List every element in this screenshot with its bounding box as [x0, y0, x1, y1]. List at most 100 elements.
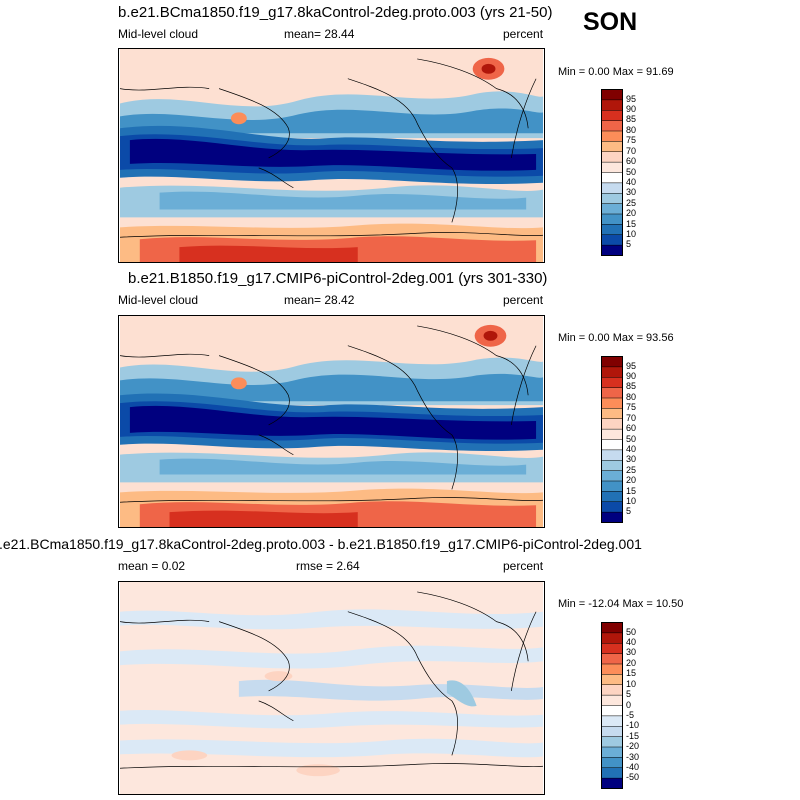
cb2-label: 95	[626, 361, 637, 371]
panel-2-map	[118, 315, 545, 528]
colorbar-swatch	[601, 460, 623, 472]
colorbar-swatch	[601, 387, 623, 399]
cb2-label: 70	[626, 413, 637, 423]
cb3-label: 10	[626, 679, 637, 689]
colorbar-swatch	[601, 705, 623, 717]
colorbar-swatch	[601, 653, 623, 665]
panel-1-mean-label: mean= 28.44	[284, 27, 355, 41]
colorbar-swatch	[601, 213, 623, 225]
colorbar-swatch	[601, 182, 623, 194]
cb1-label: 15	[626, 219, 637, 229]
colorbar-swatch	[601, 377, 623, 389]
cb3-label: -20	[626, 741, 640, 751]
panel-1-units-label: percent	[503, 27, 544, 41]
cb2-label: 20	[626, 475, 637, 485]
panel-3-minmax: Min = -12.04 Max = 10.50	[558, 598, 684, 610]
colorbar-swatch	[601, 234, 623, 246]
colorbar-swatch	[601, 715, 623, 727]
colorbar-swatch	[601, 643, 623, 655]
panel-3-map	[118, 581, 545, 795]
cb3-label: -40	[626, 762, 640, 772]
cb2-label: 85	[626, 381, 637, 391]
cb3-label: 0	[626, 700, 632, 710]
panel-2-mean-label: mean= 28.42	[284, 293, 355, 307]
colorbar-swatch	[601, 89, 623, 101]
colorbar-swatch	[601, 130, 623, 142]
colorbar-swatch	[601, 428, 623, 441]
cb2-label: 10	[626, 496, 637, 506]
colorbar-swatch	[601, 439, 623, 451]
colorbar-swatch	[601, 777, 623, 789]
colorbar-swatch	[601, 408, 623, 420]
cb3-label: 40	[626, 637, 637, 647]
panel-2-colorbar	[601, 356, 623, 523]
cb3-label: -50	[626, 772, 640, 782]
colorbar-swatch	[601, 511, 623, 523]
cb2-label: 60	[626, 423, 637, 433]
cb1-label: 10	[626, 229, 637, 239]
cb1-label: 25	[626, 198, 637, 208]
cb3-label: 5	[626, 689, 632, 699]
colorbar-swatch	[601, 491, 623, 503]
colorbar-swatch	[601, 193, 623, 205]
panel-3-units-label: percent	[503, 559, 544, 573]
cb3-label: 30	[626, 647, 637, 657]
panel-1-map	[118, 48, 545, 263]
cb3-label: -15	[626, 731, 640, 741]
colorbar-swatch	[601, 449, 623, 461]
colorbar-swatch	[601, 244, 623, 256]
colorbar-swatch	[601, 767, 623, 779]
colorbar-swatch	[601, 99, 623, 111]
panel-2-title: b.e21.B1850.f19_g17.CMIP6-piControl-2deg…	[128, 270, 548, 287]
panel-3-colorbar	[601, 622, 623, 789]
cb1-label: 60	[626, 156, 637, 166]
cb3-label: 15	[626, 668, 637, 678]
cb1-label: 70	[626, 146, 637, 156]
colorbar-swatch	[601, 356, 623, 368]
cb3-label: -5	[626, 710, 635, 720]
colorbar-swatch	[601, 480, 623, 492]
cb1-label: 40	[626, 177, 637, 187]
panel-3-rmse-label: rmse = 2.64	[296, 559, 360, 573]
cb3-label: -10	[626, 720, 640, 730]
cb2-label: 90	[626, 371, 637, 381]
panel-2-units-label: percent	[503, 293, 544, 307]
panel-1-colorbar	[601, 89, 623, 256]
cb2-label: 5	[626, 506, 632, 516]
colorbar-swatch	[601, 203, 623, 215]
colorbar-swatch	[601, 632, 623, 644]
panel-1-minmax: Min = 0.00 Max = 91.69	[558, 66, 674, 78]
panel-3-title: .e21.BCma1850.f19_g17.8kaControl-2deg.pr…	[0, 536, 642, 552]
panel-3-colorbar-labels: 50 40 30 20 15 10 5 0 -5 -10 -15 -20 -30…	[626, 622, 656, 789]
colorbar-swatch	[601, 736, 623, 748]
cb1-label: 30	[626, 187, 637, 197]
cb2-label: 50	[626, 434, 637, 444]
colorbar-swatch	[601, 726, 623, 738]
cb3-label: 20	[626, 658, 637, 668]
colorbar-swatch	[601, 622, 623, 634]
colorbar-swatch	[601, 663, 623, 675]
colorbar-swatch	[601, 470, 623, 482]
cb2-label: 30	[626, 454, 637, 464]
cb3-label: -30	[626, 752, 640, 762]
colorbar-swatch	[601, 694, 623, 707]
panel-2-colorbar-labels: 95 90 85 80 75 70 60 50 40 30 25 20 15 1…	[626, 356, 656, 523]
colorbar-swatch	[601, 151, 623, 163]
colorbar-swatch	[601, 172, 623, 184]
panel-2-variable-label: Mid-level cloud	[118, 293, 199, 307]
cb3-label: 50	[626, 627, 637, 637]
cb1-label: 20	[626, 208, 637, 218]
colorbar-swatch	[601, 224, 623, 236]
colorbar-swatch	[601, 110, 623, 122]
colorbar-swatch	[601, 161, 623, 174]
cb1-label: 75	[626, 135, 637, 145]
colorbar-swatch	[601, 746, 623, 758]
panel-3-mean-label: mean = 0.02	[118, 559, 186, 573]
colorbar-swatch	[601, 501, 623, 513]
cb2-label: 80	[626, 392, 637, 402]
colorbar-swatch	[601, 674, 623, 686]
panel-2-minmax: Min = 0.00 Max = 93.56	[558, 332, 674, 344]
colorbar-swatch	[601, 366, 623, 378]
panel-1-title: b.e21.BCma1850.f19_g17.8kaControl-2deg.p…	[118, 4, 553, 21]
cb1-label: 85	[626, 114, 637, 124]
